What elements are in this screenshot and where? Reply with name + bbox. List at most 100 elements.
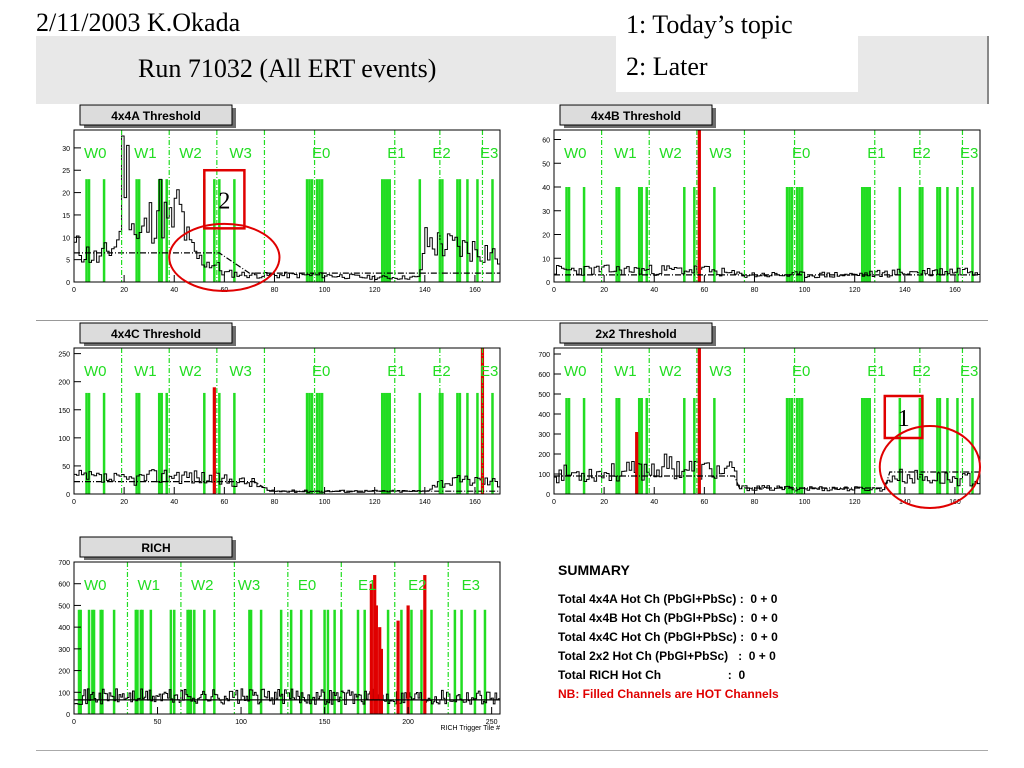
summary-box: SUMMARY Total 4x4A Hot Ch (PbGl+PbSc) : … — [558, 562, 779, 701]
summary-note: NB: Filled Channels are HOT Channels — [558, 687, 779, 701]
y-tick-label: 200 — [58, 380, 70, 387]
hot-channel-bar — [868, 187, 871, 282]
histogram-line — [553, 264, 981, 282]
sector-label: E2 — [912, 145, 930, 162]
red-hot-channel — [378, 627, 382, 714]
x-tick-label: 0 — [552, 499, 556, 506]
hot-channel-bar — [186, 609, 189, 714]
x-tick-label: 80 — [751, 287, 759, 294]
hot-channel-bar — [565, 398, 568, 494]
hot-channel-bar — [441, 179, 444, 282]
hot-channel-bar — [863, 187, 866, 282]
hot-channel-bar — [385, 392, 389, 494]
x-tick-label: 60 — [700, 499, 708, 506]
hot-channel-bar — [645, 187, 648, 282]
hot-channel-bar — [640, 187, 643, 282]
hot-channel-bar — [936, 398, 939, 494]
hot-channel-bar — [188, 609, 191, 714]
hot-channel-bar — [203, 392, 206, 494]
summary-line: Total 4x4C Hot Ch (PbGl+PbSc) : 0 + 0 — [558, 630, 778, 644]
x-tick-label: 0 — [72, 499, 76, 506]
sector-label: W2 — [659, 145, 682, 162]
x-tick-label: 120 — [849, 287, 861, 294]
date-author: 2/11/2003 K.Okada — [36, 8, 241, 37]
hot-channel-bar — [308, 179, 311, 282]
hot-channel-bar — [637, 398, 641, 494]
mean-threshold-line — [554, 471, 980, 489]
hot-channel-bar — [189, 609, 193, 714]
hot-channel-bar — [91, 609, 94, 714]
hot-channel-bar — [289, 609, 293, 714]
sector-label: E0 — [312, 145, 330, 162]
sector-label: W1 — [614, 145, 637, 162]
hot-channel-bar — [259, 609, 263, 714]
hot-channel-bar — [615, 398, 618, 494]
hot-channel-bar — [326, 609, 330, 714]
hot-channel-bar — [458, 392, 462, 494]
hot-channel-bar — [491, 392, 494, 494]
sector-label: W0 — [84, 577, 107, 594]
hot-channel-bar — [386, 609, 390, 714]
hot-channel-bar — [340, 609, 343, 714]
y-tick-label: 0 — [66, 492, 70, 499]
red-hot-channel — [374, 605, 378, 714]
sector-label: E3 — [480, 145, 498, 162]
y-tick-label: 600 — [58, 582, 70, 589]
hot-channel-bar — [898, 398, 902, 494]
summary-title: SUMMARY — [558, 562, 630, 578]
hot-channel-bar — [85, 392, 88, 494]
mean-threshold-line — [74, 252, 500, 274]
sector-label: W2 — [179, 363, 202, 380]
sector-label: W1 — [134, 363, 157, 380]
hot-channel-bar — [582, 187, 586, 282]
hot-channel-bar — [320, 392, 324, 494]
y-tick-label: 100 — [58, 690, 70, 697]
hot-channel-bar — [388, 179, 391, 282]
y-tick-label: 0 — [66, 712, 70, 719]
hot-channel-bar — [213, 179, 216, 282]
hot-channel-bar — [898, 187, 902, 282]
y-tick-label: 40 — [542, 185, 550, 192]
hot-channel-bar — [456, 179, 459, 282]
hot-channel-bar — [956, 398, 959, 494]
sector-label: W2 — [659, 363, 682, 380]
hot-channel-bar — [946, 398, 949, 494]
sector-label: W3 — [709, 363, 732, 380]
x-tick-label: 140 — [419, 499, 431, 506]
y-tick-label: 500 — [58, 603, 70, 610]
y-tick-label: 10 — [542, 256, 550, 263]
y-tick-label: 200 — [58, 669, 70, 676]
sector-label: W3 — [229, 363, 252, 380]
hot-channel-bar — [938, 187, 942, 282]
red-hot-channel — [396, 620, 400, 714]
sector-label: W3 — [229, 145, 252, 162]
y-tick-label: 50 — [542, 161, 550, 168]
hot-channel-bar — [137, 179, 141, 282]
title-tab — [79, 104, 233, 126]
x-tick-label: 80 — [271, 499, 279, 506]
hot-channel-bar — [483, 609, 487, 714]
hot-channel-bar — [320, 179, 324, 282]
hot-channel-bar — [418, 179, 422, 282]
hot-channel-bar — [795, 398, 799, 494]
sector-label: E2 — [408, 577, 426, 594]
hot-channel-bar — [946, 187, 949, 282]
sector-label: W0 — [84, 145, 107, 162]
x-tick-label: 100 — [799, 287, 811, 294]
hot-channel-bar — [400, 609, 403, 714]
x-tick-label: 160 — [949, 287, 961, 294]
x-tick-label: 140 — [419, 287, 431, 294]
hot-channel-bar — [790, 187, 794, 282]
chart-title: 2x2 Threshold — [595, 327, 676, 341]
hot-channel-bar — [438, 392, 442, 494]
x-tick-label: 40 — [650, 287, 658, 294]
hot-channel-bar — [101, 609, 104, 714]
hot-channel-bar — [310, 392, 314, 494]
annotation-ellipse — [168, 222, 281, 292]
hot-channel-bar — [141, 609, 144, 714]
hot-channel-bar — [87, 609, 91, 714]
red-hot-channel — [406, 605, 410, 714]
hot-channel-bar — [112, 609, 116, 714]
title-tab — [79, 536, 233, 558]
